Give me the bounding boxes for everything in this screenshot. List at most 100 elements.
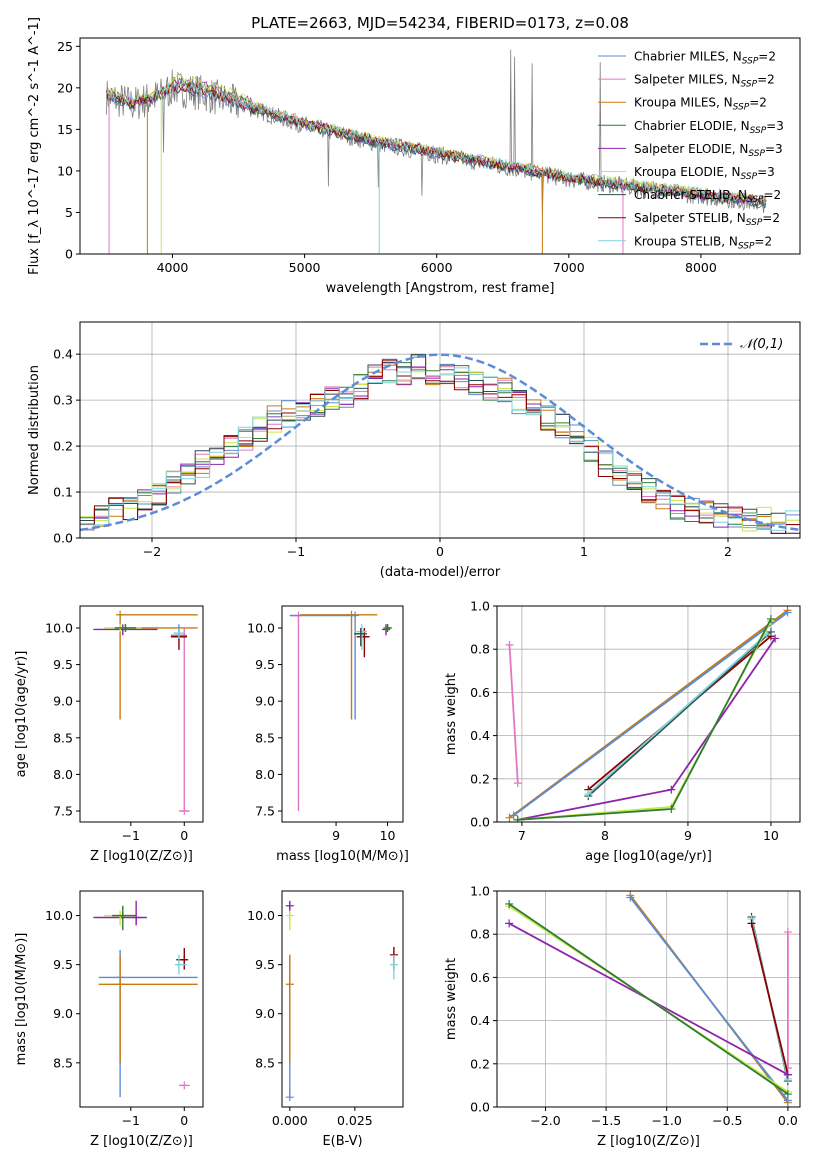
data-point-marker <box>356 629 365 638</box>
data-point-marker <box>505 899 514 908</box>
data-point-marker <box>667 785 676 794</box>
series-line <box>508 903 789 1095</box>
legend-entry: 𝒩(0,1) <box>740 337 783 352</box>
axes-frame <box>79 321 801 539</box>
legend-entry: Kroupa MILES, NSSP=2 <box>634 96 767 113</box>
x-tick-label: 9 <box>332 828 340 843</box>
residual-histogram-step <box>80 362 800 534</box>
series-line <box>587 633 768 795</box>
plot-area <box>285 900 398 1102</box>
data-point-marker <box>783 1090 792 1099</box>
y-tick-label: 0.8 <box>470 927 490 942</box>
data-point-marker <box>626 893 635 902</box>
figure-title: PLATE=2663, MJD=54234, FIBERID=0173, z=0… <box>251 14 629 32</box>
y-tick-label: 10 <box>57 163 73 178</box>
legend: Chabrier MILES, NSSP=2 Salpeter MILES, NS… <box>598 50 784 251</box>
data-point-marker <box>285 911 294 920</box>
data-point-marker <box>382 625 391 634</box>
data-point-marker <box>783 608 792 617</box>
data-point-marker <box>285 1093 294 1102</box>
data-point-marker <box>766 614 775 623</box>
plot-area <box>497 606 800 822</box>
data-point-marker <box>783 928 792 937</box>
axes-frame <box>79 890 204 1108</box>
panel-age_vs_mass: 9 10 7.5 8.0 8.5 9.0 9.5 10.0 mass [log10(M/M⊙)] <box>247 605 409 864</box>
y-axis-label: Flux [f_λ 10^-17 erg cm^-2 s^-1 A^-1] <box>27 17 42 275</box>
x-tick-label: 5000 <box>289 260 321 275</box>
data-point-marker <box>118 911 127 920</box>
y-tick-label: 0.1 <box>53 485 73 500</box>
plot-area <box>93 610 198 816</box>
series-line <box>629 896 789 1102</box>
plot-area <box>80 322 800 538</box>
panel-weight_vs_age: 7 8 9 10 0.0 0.2 0.4 0.6 0.8 1.0 age [log10(age/yr… <box>444 599 801 864</box>
data-point-marker <box>766 627 775 636</box>
x-tick-label: −1 <box>287 544 305 559</box>
x-tick-label: −1 <box>122 1113 140 1128</box>
residual-histogram-step <box>80 354 800 534</box>
data-point-marker <box>505 640 514 649</box>
y-tick-label: 0.0 <box>470 1100 490 1115</box>
x-tick-label: 0 <box>180 1113 188 1128</box>
x-tick-label: 10 <box>380 828 396 843</box>
y-tick-label: 0 <box>65 247 73 262</box>
y-tick-label: 0.8 <box>470 642 490 657</box>
x-axis-label: wavelength [Angstrom, rest frame] <box>326 281 555 296</box>
y-tick-label: 0.6 <box>470 970 490 985</box>
y-tick-label: 9.0 <box>53 1006 73 1021</box>
data-point-marker <box>347 610 356 619</box>
legend-entry: Salpeter MILES, NSSP=2 <box>634 73 775 90</box>
y-tick-label: 0.4 <box>470 728 490 743</box>
y-tick-label: 1.0 <box>470 599 490 614</box>
y-tick-label: 7.5 <box>255 804 275 819</box>
data-point-marker <box>180 955 189 964</box>
axes-frame <box>281 605 404 823</box>
axes-frame <box>281 890 404 1108</box>
panel-spectrum: 4000 5000 6000 7000 8000 0 5 10 15 20 25 wavelength… <box>27 17 801 296</box>
panel-weight_vs_Z: −2.0 −1.5 −1.0 −0.5 0.0 0.0 0.2 0.4 0.6 0.8 1.0 Z [… <box>444 884 801 1149</box>
x-axis-label: Z [log10(Z/Z⊙)] <box>90 1134 193 1149</box>
data-point-marker <box>116 610 125 619</box>
x-tick-label: 9 <box>684 828 692 843</box>
y-tick-label: 9.5 <box>255 957 275 972</box>
y-tick-label: 0.4 <box>470 1013 490 1028</box>
x-axis-label: mass [log10(M/M⊙)] <box>276 849 409 864</box>
x-tick-label: 7 <box>518 828 526 843</box>
data-point-marker <box>116 980 125 989</box>
y-tick-label: 0.2 <box>470 1056 490 1071</box>
gaussian-curve <box>80 353 800 532</box>
data-point-marker <box>747 919 756 928</box>
x-axis-label: Z [log10(Z/Z⊙)] <box>90 849 193 864</box>
y-tick-label: 0.6 <box>470 685 490 700</box>
series-line <box>508 644 519 784</box>
data-point-marker <box>383 623 392 632</box>
x-tick-label: 2 <box>724 544 732 559</box>
y-tick-label: 8.0 <box>53 767 73 782</box>
legend-entry: Chabrier MILES, NSSP=2 <box>634 50 776 67</box>
y-tick-label: 8.5 <box>53 730 73 745</box>
plot-area <box>289 610 392 812</box>
axes-frame <box>496 890 801 1108</box>
x-axis-label: age [log10(age/yr)] <box>585 849 712 864</box>
x-tick-label: −2.0 <box>530 1113 560 1128</box>
y-tick-label: 8.5 <box>255 730 275 745</box>
y-tick-label: 8.5 <box>53 1055 73 1070</box>
y-tick-label: 9.5 <box>53 957 73 972</box>
legend-entry: Chabrier ELODIE, NSSP=3 <box>634 119 784 136</box>
y-tick-label: 0.0 <box>53 531 73 546</box>
series-line <box>750 923 789 1075</box>
x-tick-label: 0.025 <box>337 1113 373 1128</box>
y-tick-label: 25 <box>57 39 73 54</box>
residual-histogram-step <box>80 359 800 534</box>
panel-mass_vs_EBV: 0.000 0.025 8.5 9.0 9.5 10.0 E(B-V) <box>247 890 404 1149</box>
y-tick-label: 10.0 <box>45 908 73 923</box>
y-tick-label: 8.0 <box>255 767 275 782</box>
x-tick-label: 6000 <box>421 260 453 275</box>
data-point-marker <box>667 805 676 814</box>
axes-frame <box>79 37 801 255</box>
residual-histogram-step <box>80 363 800 532</box>
x-axis-label: Z [log10(Z/Z⊙)] <box>597 1134 700 1149</box>
panel-mass_vs_Z: −1 0 8.5 9.0 9.5 10.0 Z [log10(Z/Z⊙)] mass [log… <box>14 890 204 1149</box>
model-spectrum-line <box>106 81 767 205</box>
y-tick-label: 0.0 <box>470 815 490 830</box>
